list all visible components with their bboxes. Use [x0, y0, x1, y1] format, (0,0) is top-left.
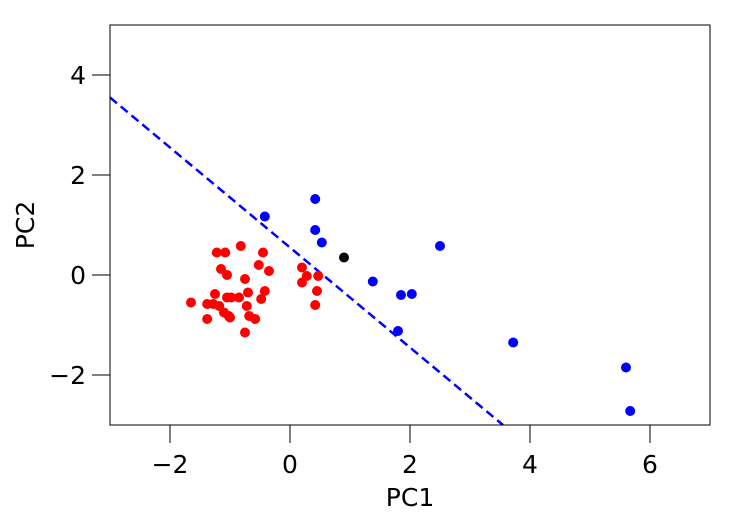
x-tick-label: 0 [282, 450, 298, 479]
data-point [339, 252, 349, 263]
data-point [256, 294, 267, 304]
data-point [396, 290, 406, 300]
data-point [297, 262, 307, 273]
data-point [186, 297, 196, 308]
data-point [259, 211, 270, 222]
data-point [301, 271, 312, 281]
data-point [435, 241, 445, 251]
data-point [220, 247, 231, 258]
data-point [210, 289, 220, 299]
plot-frame [109, 24, 711, 426]
data-point [222, 270, 232, 280]
data-point [625, 406, 636, 416]
data-point [234, 292, 244, 303]
x-axis: −2 0 2 4 6 [152, 425, 658, 479]
data-point [243, 287, 253, 298]
data-point [393, 326, 403, 336]
y-axis-label: PC2 [11, 201, 40, 249]
data-point [316, 237, 327, 248]
data-point [406, 289, 417, 299]
x-tick-label: 6 [642, 450, 658, 479]
y-tick-label: −2 [49, 361, 86, 390]
data-point [313, 271, 324, 281]
data-point [310, 300, 321, 310]
data-point [240, 274, 250, 284]
data-point [250, 314, 261, 324]
y-tick-label: 4 [70, 61, 86, 90]
data-point [226, 292, 237, 303]
x-tick-label: 2 [402, 450, 418, 479]
x-tick-label: 4 [522, 450, 538, 479]
data-point [312, 286, 322, 296]
series-0 [186, 241, 324, 338]
data-point [211, 247, 222, 258]
data-point [508, 337, 519, 348]
plot-area [110, 96, 636, 425]
data-point [202, 314, 213, 324]
data-point [253, 260, 264, 270]
data-point [259, 286, 270, 296]
series-2 [339, 252, 349, 263]
data-point [241, 301, 252, 311]
data-point [621, 362, 631, 373]
data-point [264, 266, 274, 276]
y-axis: −2 0 2 4 [49, 61, 110, 390]
y-tick-label: 2 [70, 161, 86, 190]
data-point [310, 194, 321, 204]
decision-boundary-line [110, 96, 504, 425]
data-point [240, 327, 250, 338]
data-point [225, 312, 235, 323]
x-axis-label: PC1 [386, 483, 434, 512]
data-point [367, 276, 378, 287]
series-1 [259, 194, 636, 416]
y-tick-label: 0 [70, 261, 86, 290]
data-point [258, 247, 268, 258]
data-point [310, 225, 321, 235]
data-point [235, 241, 246, 251]
x-tick-label: −2 [152, 450, 189, 479]
